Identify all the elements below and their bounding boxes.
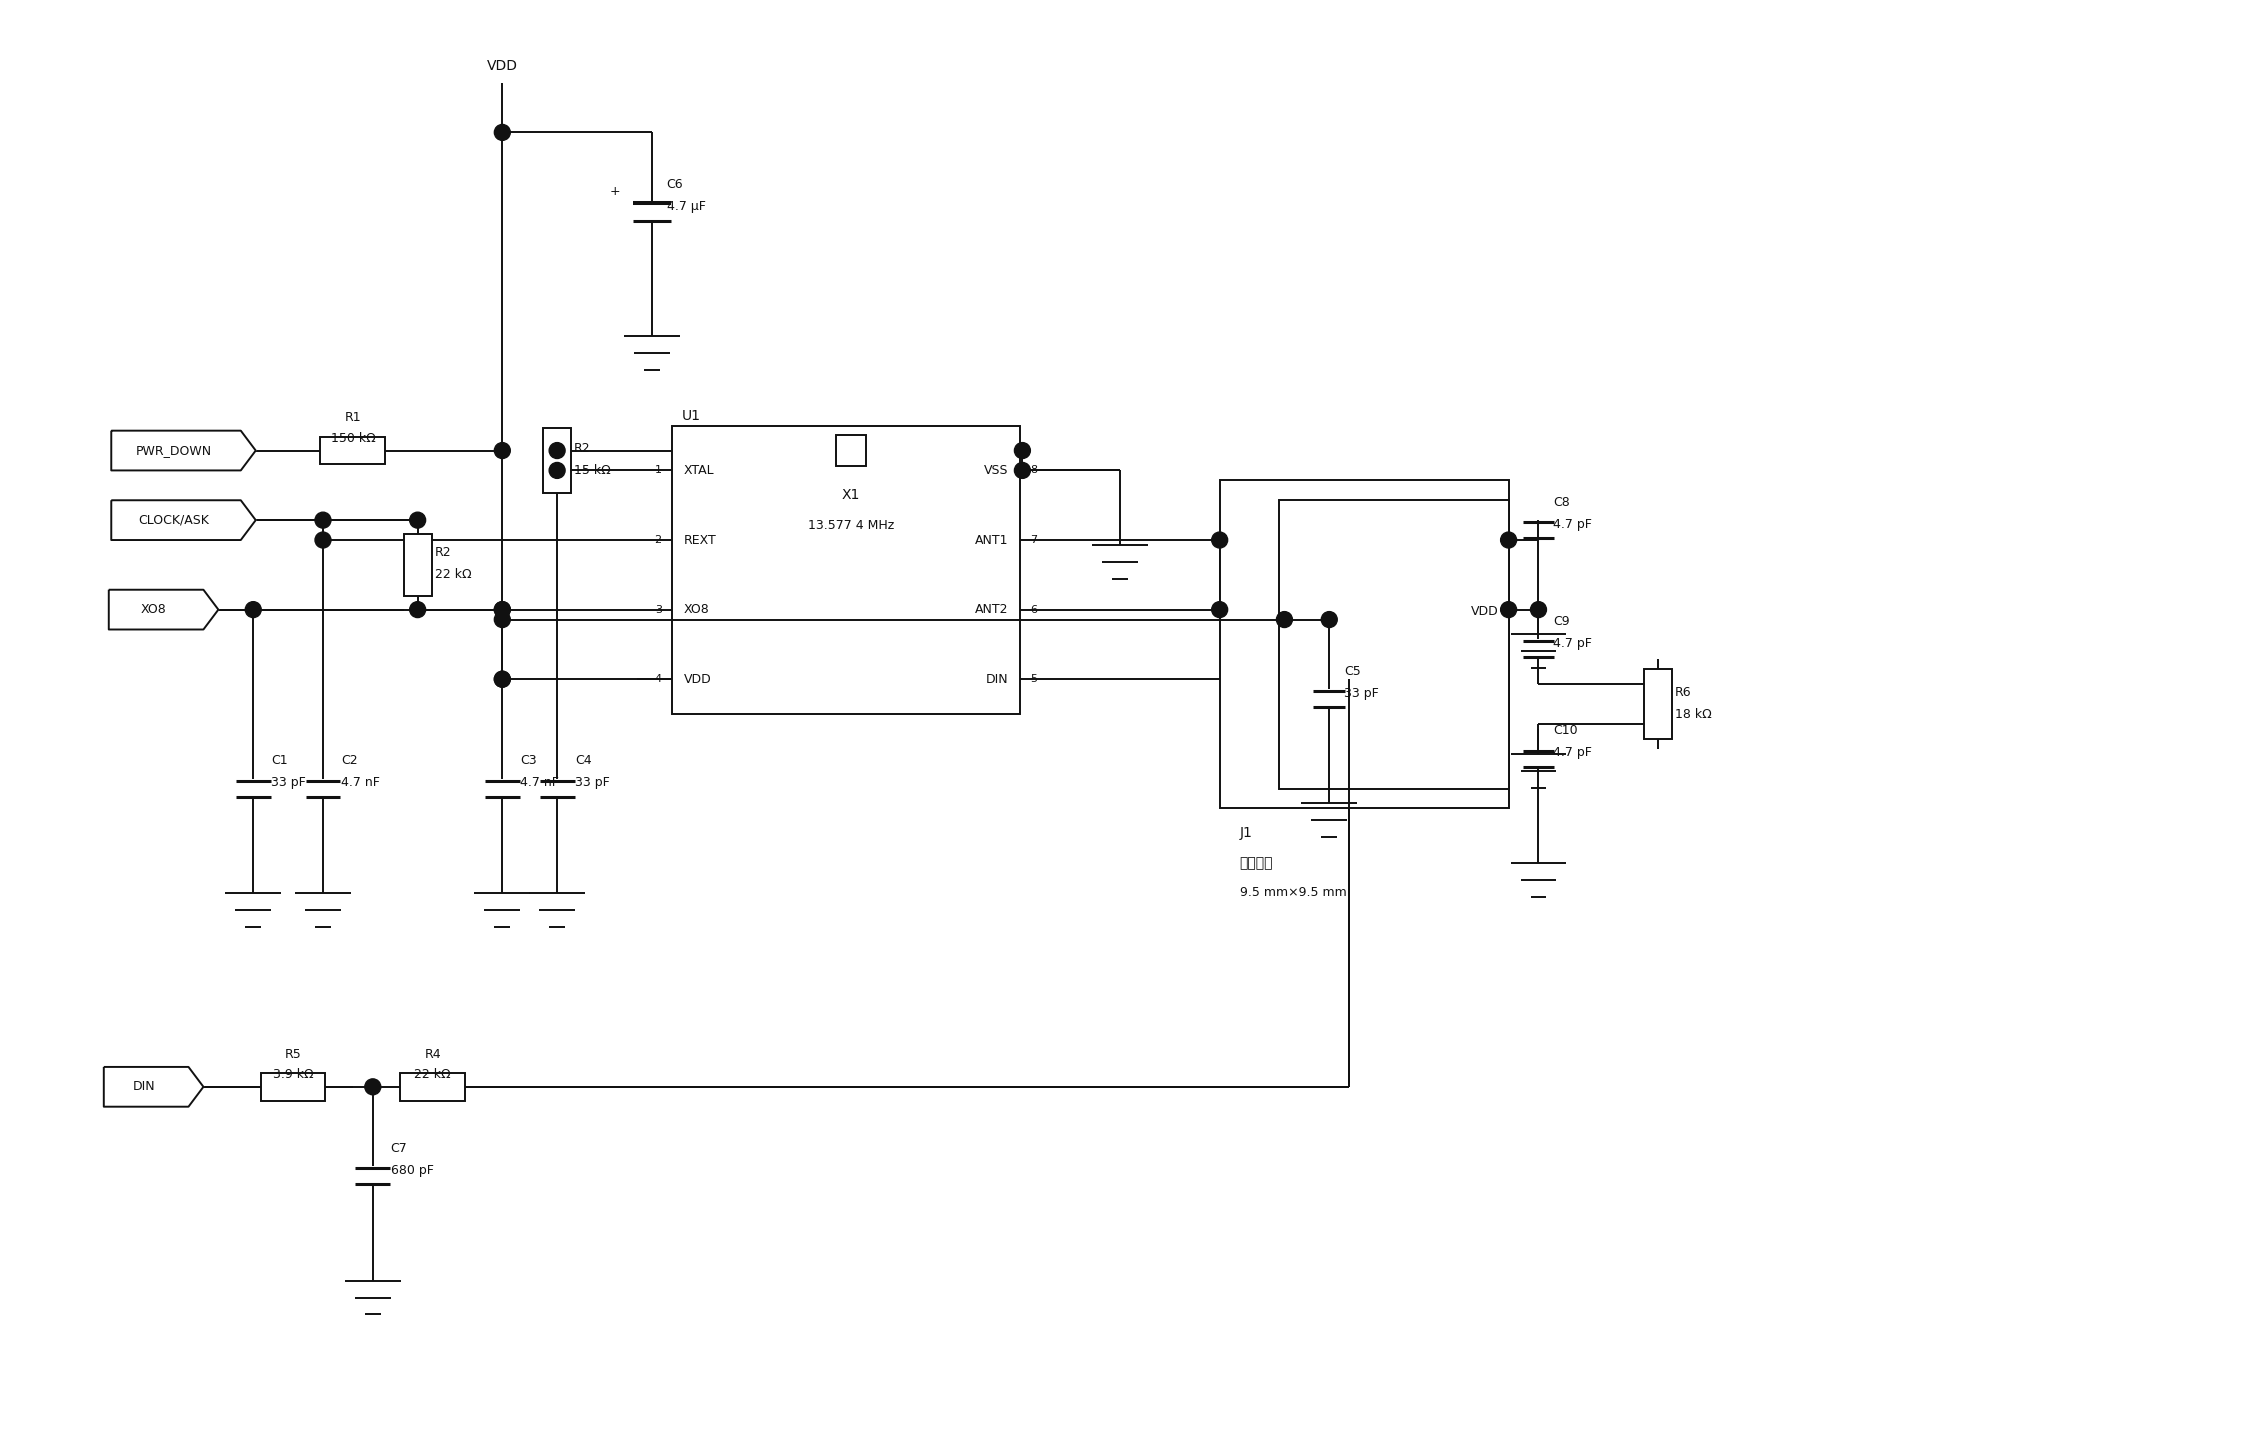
Circle shape <box>1501 532 1517 547</box>
Polygon shape <box>104 1067 203 1106</box>
Circle shape <box>1531 602 1547 617</box>
Text: C9: C9 <box>1553 614 1569 627</box>
Bar <box>1219 480 1508 809</box>
Text: VSS: VSS <box>984 464 1008 477</box>
Bar <box>543 429 572 493</box>
Circle shape <box>409 602 425 617</box>
Text: U1: U1 <box>681 409 701 423</box>
Text: 3: 3 <box>656 604 662 614</box>
Polygon shape <box>111 430 255 470</box>
Bar <box>1644 669 1671 739</box>
Text: C2: C2 <box>341 755 357 767</box>
Text: 4.7 μF: 4.7 μF <box>667 200 705 213</box>
Text: CLOCK/ASK: CLOCK/ASK <box>138 513 208 527</box>
Text: R4: R4 <box>425 1047 441 1060</box>
Text: C7: C7 <box>391 1142 407 1155</box>
Text: REXT: REXT <box>683 533 717 546</box>
Circle shape <box>495 602 511 617</box>
Text: 9.5 mm×9.5 mm: 9.5 mm×9.5 mm <box>1239 886 1345 899</box>
Text: 15 kΩ: 15 kΩ <box>574 464 610 477</box>
Text: 4.7 nF: 4.7 nF <box>520 776 558 789</box>
Circle shape <box>314 512 330 529</box>
Text: XTAL: XTAL <box>683 464 714 477</box>
Bar <box>837 434 866 466</box>
Circle shape <box>364 1079 380 1095</box>
Polygon shape <box>109 590 219 630</box>
Text: 150 kΩ: 150 kΩ <box>330 432 375 444</box>
Text: C6: C6 <box>667 177 683 190</box>
Text: 680 pF: 680 pF <box>391 1163 434 1177</box>
Text: 2: 2 <box>656 534 662 544</box>
Text: ANT2: ANT2 <box>974 603 1008 616</box>
Text: 8: 8 <box>1031 466 1038 476</box>
Text: DIN: DIN <box>133 1080 156 1093</box>
Circle shape <box>409 512 425 529</box>
Text: 4: 4 <box>656 674 662 684</box>
Text: 33 pF: 33 pF <box>271 776 305 789</box>
Text: C4: C4 <box>574 755 592 767</box>
Circle shape <box>549 443 565 459</box>
Bar <box>1280 500 1508 789</box>
Text: 3.9 kΩ: 3.9 kΩ <box>274 1069 314 1082</box>
Bar <box>321 437 384 464</box>
Text: VDD: VDD <box>486 59 518 73</box>
Text: 4.7 pF: 4.7 pF <box>1553 517 1592 530</box>
Text: 5: 5 <box>1031 674 1038 684</box>
Text: C10: C10 <box>1553 725 1578 737</box>
Text: 6: 6 <box>1031 604 1038 614</box>
Text: C3: C3 <box>520 755 536 767</box>
Text: R5: R5 <box>285 1047 301 1060</box>
Text: C5: C5 <box>1345 664 1361 677</box>
Circle shape <box>1212 532 1228 547</box>
Circle shape <box>1277 612 1293 627</box>
Text: 1: 1 <box>656 466 662 476</box>
Text: 22 kΩ: 22 kΩ <box>434 569 470 582</box>
Circle shape <box>495 612 511 627</box>
Text: C1: C1 <box>271 755 287 767</box>
Polygon shape <box>111 500 255 540</box>
Text: 环形天线: 环形天线 <box>1239 856 1273 870</box>
Circle shape <box>1015 443 1031 459</box>
Text: +: + <box>610 184 620 199</box>
Text: ANT1: ANT1 <box>974 533 1008 546</box>
Text: VDD: VDD <box>1472 604 1499 619</box>
Text: 18 kΩ: 18 kΩ <box>1675 707 1712 720</box>
Text: C8: C8 <box>1553 496 1569 509</box>
Text: R2: R2 <box>574 442 590 454</box>
Circle shape <box>1320 612 1336 627</box>
Circle shape <box>1212 602 1228 617</box>
Text: J1: J1 <box>1239 826 1253 840</box>
Text: 4.7 pF: 4.7 pF <box>1553 746 1592 759</box>
Text: 22 kΩ: 22 kΩ <box>414 1069 450 1082</box>
Circle shape <box>244 602 262 617</box>
Text: 13.577 4 MHz: 13.577 4 MHz <box>807 519 893 532</box>
Text: 4.7 pF: 4.7 pF <box>1553 637 1592 650</box>
Text: XO8: XO8 <box>140 603 167 616</box>
Text: VDD: VDD <box>683 673 712 686</box>
Circle shape <box>495 443 511 459</box>
Text: 4.7 nF: 4.7 nF <box>341 776 380 789</box>
Bar <box>260 1073 326 1100</box>
Circle shape <box>495 672 511 687</box>
Text: 33 pF: 33 pF <box>574 776 610 789</box>
Circle shape <box>1501 602 1517 617</box>
Text: R6: R6 <box>1675 686 1691 699</box>
Bar <box>405 534 432 596</box>
Text: R1: R1 <box>344 412 362 424</box>
Text: 33 pF: 33 pF <box>1345 686 1379 700</box>
Bar <box>672 426 1020 714</box>
Text: PWR_DOWN: PWR_DOWN <box>136 444 213 457</box>
Text: 7: 7 <box>1031 534 1038 544</box>
Circle shape <box>549 463 565 479</box>
Text: XO8: XO8 <box>683 603 710 616</box>
Text: X1: X1 <box>841 489 859 502</box>
Text: DIN: DIN <box>986 673 1008 686</box>
Text: R2: R2 <box>434 546 452 559</box>
Circle shape <box>1015 463 1031 479</box>
Circle shape <box>495 672 511 687</box>
Circle shape <box>495 602 511 617</box>
Circle shape <box>314 532 330 547</box>
Circle shape <box>495 124 511 140</box>
Bar <box>400 1073 466 1100</box>
